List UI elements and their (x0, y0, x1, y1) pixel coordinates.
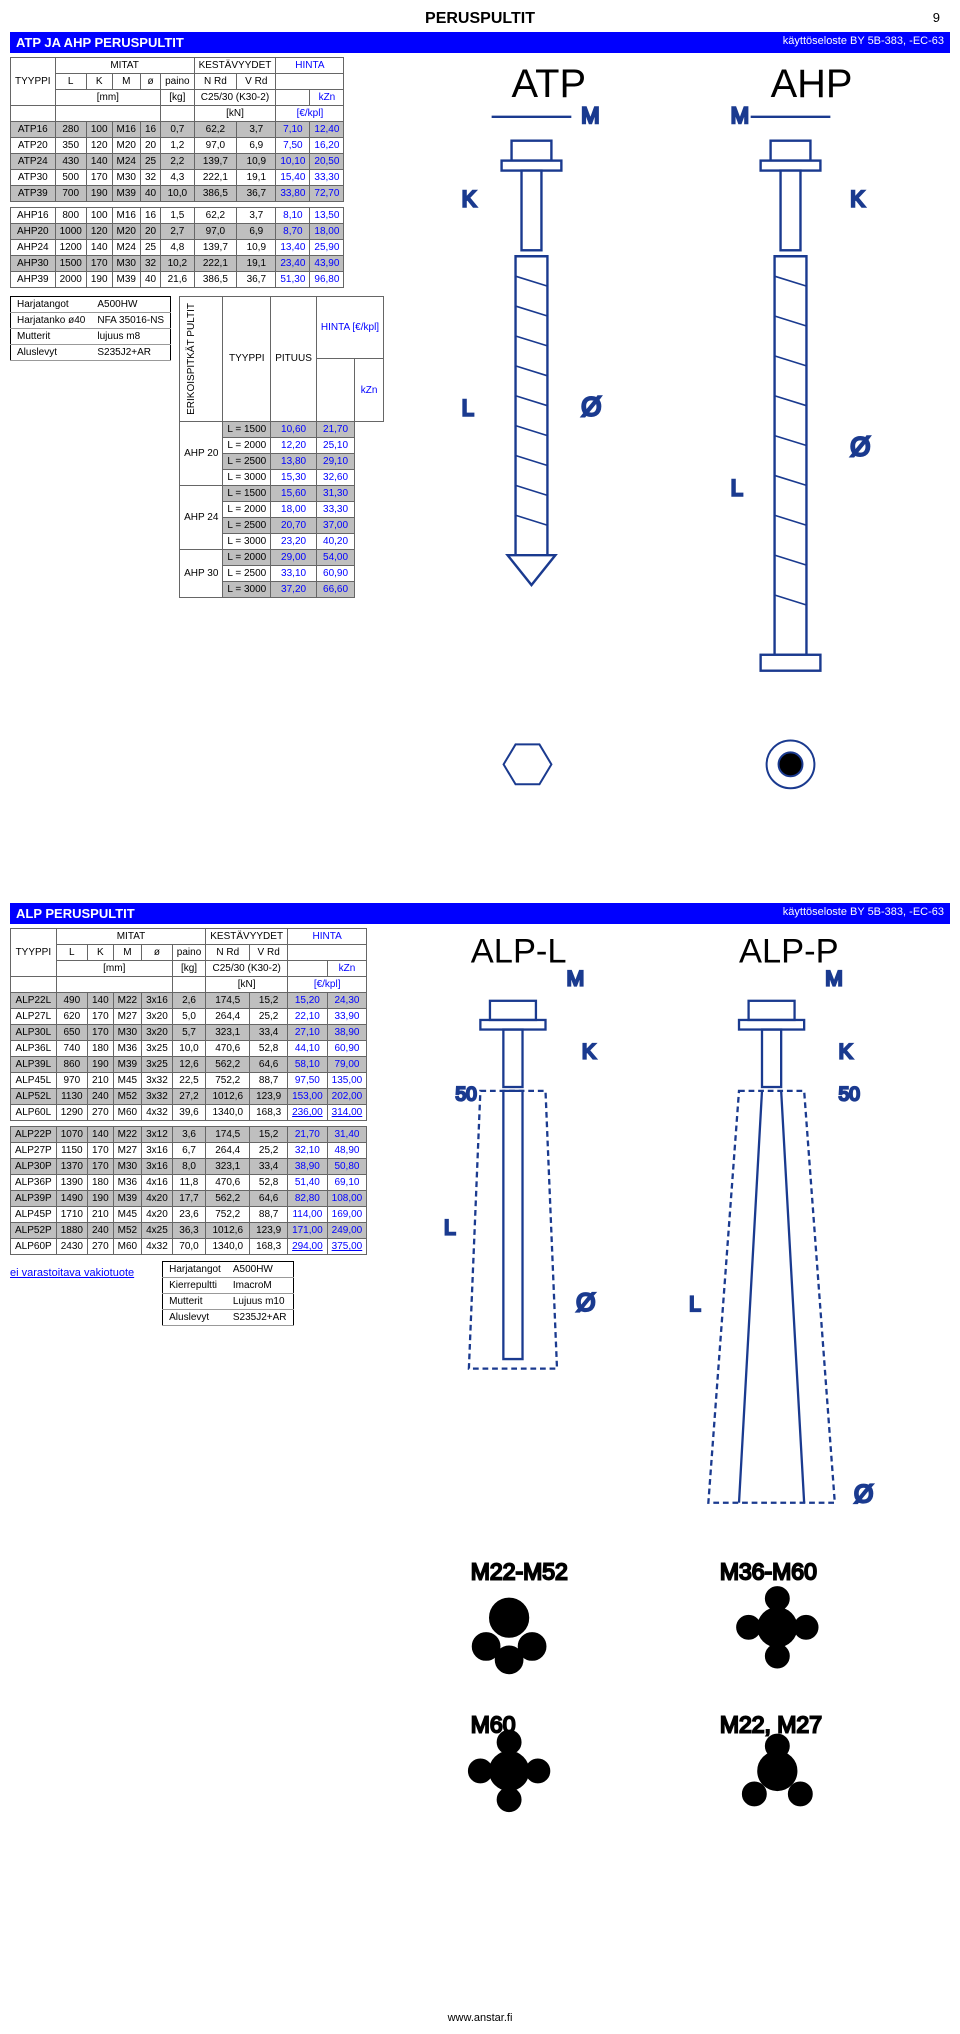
table-row: ALP60P2430270M604x3270,01340,0168,3294,0… (11, 1238, 367, 1254)
erikois-table: ERIKOISPITKÄT PULTIT TYYPPI PITUUS HINTA… (179, 296, 384, 598)
svg-text:Ø: Ø (850, 434, 870, 462)
svg-text:Ø: Ø (854, 1481, 873, 1509)
table-row: ALP27L620170M273x205,0264,425,222,1033,9… (11, 1008, 367, 1024)
svg-text:Ø: Ø (581, 394, 601, 422)
material-row: Harjatanko ø40NFA 35016-NS (11, 313, 171, 329)
svg-text:K: K (839, 1040, 853, 1063)
section1-title: ATP JA AHP PERUSPULTIT (16, 35, 184, 50)
svg-text:L: L (444, 1216, 456, 1239)
hdr-kest: KESTÄVYYDET (194, 58, 276, 74)
table-row: ALP27P1150170M273x166,7264,425,232,1048,… (11, 1142, 367, 1158)
svg-text:K: K (582, 1040, 596, 1063)
erikois-row: AHP 20L = 150010,6021,70 (180, 421, 384, 437)
erikois-label: ERIKOISPITKÄT PULTIT (184, 299, 199, 419)
material-row: AluslevytS235J2+AR (163, 1309, 293, 1325)
svg-text:M36-M60: M36-M60 (720, 1558, 817, 1584)
table-row: ALP52P1880240M524x2536,31012,6123,9171,0… (11, 1222, 367, 1238)
material-row: KierrepulttiImacroM (163, 1277, 293, 1293)
svg-text:M: M (825, 967, 843, 990)
table-row: AHP241200140M24254,8139,710,913,4025,90 (11, 240, 344, 256)
material-row: HarjatangotA500HW (163, 1261, 293, 1277)
table-row: ALP36L740180M363x2510,0470,652,844,1060,… (11, 1040, 367, 1056)
table-row: AHP16800100M16161,562,23,78,1013,50 (11, 208, 344, 224)
section-atp-ahp: ATP JA AHP PERUSPULTIT käyttöseloste BY … (10, 32, 950, 53)
erikois-row: AHP 30L = 200029,0054,00 (180, 549, 384, 565)
footer-url: www.anstar.fi (10, 2012, 950, 2024)
table-row: ALP30P1370170M303x168,0323,133,438,9050,… (11, 1158, 367, 1174)
svg-text:50: 50 (839, 1084, 860, 1105)
atp-ahp-table: TYYPPI MITAT KESTÄVYYDET HINTA LKMøpaino… (10, 57, 344, 288)
table-row: ATP16280100M16160,762,23,77,1012,40 (11, 122, 344, 138)
table-row: ATP24430140M24252,2139,710,910,1020,50 (11, 154, 344, 170)
svg-text:Ø: Ø (576, 1289, 595, 1317)
table-row: ALP36P1390180M364x1611,8470,652,851,4069… (11, 1174, 367, 1190)
diag-ahp-label: AHP (771, 62, 853, 106)
hdr-tyyppi: TYYPPI (11, 58, 56, 106)
table-row: ATP39700190M394010,0386,536,733,8072,70 (11, 186, 344, 202)
svg-text:L: L (731, 475, 743, 500)
svg-text:M22-M52: M22-M52 (471, 1558, 568, 1584)
svg-text:M22, M27: M22, M27 (720, 1712, 822, 1738)
section1-note: käyttöseloste BY 5B-383, -EC-63 (783, 35, 944, 50)
table-row: ALP60L1290270M604x3239,61340,0168,3236,0… (11, 1104, 367, 1120)
section2-note: käyttöseloste BY 5B-383, -EC-63 (783, 906, 944, 921)
erikois-row: AHP 24L = 150015,6031,30 (180, 485, 384, 501)
svg-text:ALP-P: ALP-P (739, 932, 839, 970)
diagram-alp: ALP-L ALP-P M 50 K L Ø M 50 K (375, 928, 950, 2004)
materials1: HarjatangotA500HWHarjatanko ø40NFA 35016… (10, 296, 171, 361)
hdr-hinta: HINTA (276, 58, 344, 74)
svg-text:K: K (850, 186, 865, 211)
table-row: ALP30L650170M303x205,7323,133,427,1038,9… (11, 1024, 367, 1040)
section2-title: ALP PERUSPULTIT (16, 906, 135, 921)
materials2: HarjatangotA500HWKierrepulttiImacroMMutt… (162, 1261, 293, 1326)
table-row: ALP52L1130240M523x3227,21012,6123,9153,0… (11, 1088, 367, 1104)
svg-text:M: M (731, 103, 749, 128)
table-row: ATP30500170M30324,3222,119,115,4033,30 (11, 170, 344, 186)
page-number: 9 (933, 10, 940, 25)
table-row: AHP301500170M303210,2222,119,123,4043,90 (11, 256, 344, 272)
svg-text:M: M (581, 103, 599, 128)
material-row: HarjatangotA500HW (11, 297, 171, 313)
table-row: ALP22L490140M223x162,6174,515,215,2024,3… (11, 992, 367, 1008)
material-row: Mutteritlujuus m8 (11, 329, 171, 345)
svg-text:M: M (567, 967, 585, 990)
material-row: AluslevytS235J2+AR (11, 345, 171, 361)
material-row: MutteritLujuus m10 (163, 1293, 293, 1309)
svg-text:50: 50 (456, 1084, 477, 1105)
stock-note-link[interactable]: ei varastoitava vakiotuote (10, 1267, 134, 1326)
svg-text:L: L (689, 1293, 701, 1316)
svg-text:ALP-L: ALP-L (471, 932, 567, 970)
page-title: PERUSPULTIT (10, 10, 950, 28)
svg-text:K: K (462, 186, 477, 211)
diagram-atp-ahp: ATP AHP M K L Ø M (392, 57, 950, 897)
svg-text:L: L (462, 396, 474, 421)
table-row: AHP392000190M394021,6386,536,751,3096,80 (11, 272, 344, 288)
alp-table: TYYPPI MITAT KESTÄVYYDET HINTA LKMøpaino… (10, 928, 367, 1255)
table-row: ATP20350120M20201,297,06,97,5016,20 (11, 138, 344, 154)
diag-atp-label: ATP (512, 62, 587, 106)
section-alp: ALP PERUSPULTIT käyttöseloste BY 5B-383,… (10, 903, 950, 924)
table-row: ALP39L860190M393x2512,6562,264,658,1079,… (11, 1056, 367, 1072)
table-row: ALP45L970210M453x3222,5752,288,797,50135… (11, 1072, 367, 1088)
hdr-mitat: MITAT (55, 58, 194, 74)
table-row: ALP45P1710210M454x2023,6752,288,7114,001… (11, 1206, 367, 1222)
table-row: AHP201000120M20202,797,06,98,7018,00 (11, 224, 344, 240)
table-row: ALP22P1070140M223x123,6174,515,221,7031,… (11, 1126, 367, 1142)
table-row: ALP39P1490190M394x2017,7562,264,682,8010… (11, 1190, 367, 1206)
